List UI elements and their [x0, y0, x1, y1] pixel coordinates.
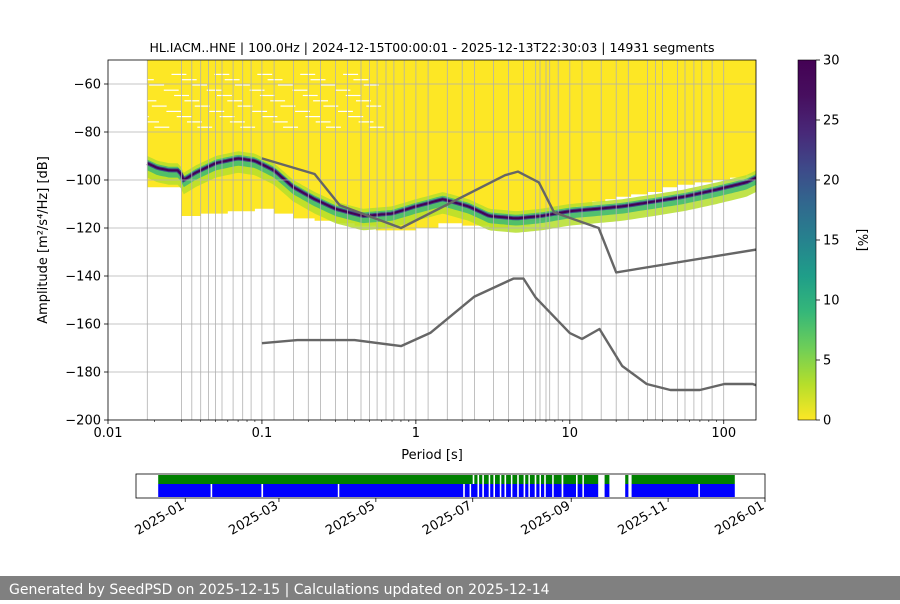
colorbar-label: [%] — [854, 229, 869, 252]
timeline-processed-span — [563, 484, 576, 497]
grid — [108, 60, 756, 420]
colorbar-tick-label: 5 — [823, 354, 831, 369]
timeline-available-span — [563, 475, 576, 484]
timeline-processed-span — [483, 484, 489, 497]
timeline-tick-label: 2025-01 — [133, 498, 188, 538]
timeline-processed-span — [495, 484, 500, 497]
curves — [261, 157, 756, 392]
colorbar-ticks: 0 5 10 15 20 25 30 — [816, 54, 840, 429]
y-tick-label: −60 — [74, 78, 101, 93]
y-ticks: −60 −80 −100 −120 −140 −160 −180 −200 — [65, 78, 108, 429]
timeline-available-span — [490, 475, 494, 484]
y-tick-label: −80 — [74, 126, 101, 141]
y-tick-label: −100 — [65, 174, 101, 189]
timeline-processed-span — [158, 484, 211, 497]
x-axis-label: Period [s] — [401, 448, 463, 463]
timeline-processed-span — [501, 484, 505, 497]
timeline-available-span — [577, 475, 583, 484]
timeline-processed-span — [541, 484, 545, 497]
timeline-tick-label: 2025-07 — [420, 498, 475, 538]
timeline-available-span — [529, 475, 535, 484]
timeline-available-span — [506, 475, 511, 484]
timeline-available-span — [483, 475, 489, 484]
timeline-processed-span — [525, 484, 529, 497]
timeline-processed-span — [625, 484, 629, 497]
y-tick-label: −120 — [65, 222, 101, 237]
x-tick-label: 10 — [562, 426, 579, 441]
timeline-available-span — [583, 475, 599, 484]
colorbar — [797, 59, 817, 421]
timeline-available-span — [553, 475, 562, 484]
timeline-processed-span — [553, 484, 562, 497]
timeline-tick-label: 2026-01 — [712, 498, 767, 538]
x-tick-label: 0.1 — [252, 426, 273, 441]
x-ticks: 0.01 0.1 1 10 100 — [94, 420, 736, 441]
colorbar-tick-label: 30 — [823, 54, 840, 69]
timeline-available-span — [545, 475, 553, 484]
colorbar-tick-label: 0 — [823, 414, 831, 429]
timeline-processed-span — [577, 484, 583, 497]
low-noise-model-line — [261, 277, 756, 392]
y-tick-label: −180 — [65, 366, 101, 381]
y-axis-label: Amplitude [m²/s⁴/Hz] [dB] — [36, 156, 51, 324]
x-tick-label: 0.01 — [94, 426, 123, 441]
timeline-tick-label: 2025-03 — [226, 498, 281, 538]
timeline-processed-span — [518, 484, 524, 497]
timeline-available-span — [512, 475, 518, 484]
timeline-processed-span — [506, 484, 511, 497]
timeline-available-span — [474, 475, 478, 484]
timeline-available-span — [158, 475, 473, 484]
x-tick-label: 1 — [412, 426, 420, 441]
timeline-available-span — [631, 475, 735, 484]
timeline-processed-span — [471, 484, 478, 497]
colorbar-tick-label: 15 — [823, 234, 840, 249]
colorbar-tick-label: 25 — [823, 114, 840, 129]
timeline-available-span — [541, 475, 545, 484]
timeline-tick-label: 2025-09 — [519, 498, 574, 538]
timeline-processed-span — [529, 484, 535, 497]
timeline-processed-span — [490, 484, 494, 497]
colorbar-tick-label: 10 — [823, 294, 840, 309]
timeline-available-span — [525, 475, 529, 484]
timeline-available-span — [501, 475, 505, 484]
chart-title: HL.IACM..HNE | 100.0Hz | 2024-12-15T00:0… — [149, 40, 714, 55]
y-tick-label: −160 — [65, 318, 101, 333]
psd-heatmap — [120, 60, 756, 233]
timeline-processed-span — [339, 484, 464, 497]
timeline-processed-span — [479, 484, 483, 497]
timeline-available-span — [479, 475, 483, 484]
timeline-tick-label: 2025-05 — [323, 498, 378, 538]
timeline-available-span — [518, 475, 524, 484]
timeline-processed-span — [699, 484, 735, 497]
timeline-available-span — [495, 475, 500, 484]
timeline-processed-span — [464, 484, 470, 497]
timeline-processed-span — [536, 484, 540, 497]
timeline-available-span — [625, 475, 629, 484]
timeline-tick-label: 2025-11 — [616, 498, 671, 538]
timeline-processed-span — [212, 484, 262, 497]
high-noise-model-line — [261, 157, 756, 274]
timeline-available-span — [536, 475, 540, 484]
y-tick-label: −140 — [65, 270, 101, 285]
colorbar-tick-label: 20 — [823, 174, 840, 189]
timeline-ticks: 2025-01 2025-03 2025-05 2025-07 2025-09 2025-… — [133, 498, 767, 539]
timeline-processed-span — [545, 484, 553, 497]
footer: Generated by SeedPSD on 2025-12-15 | Cal… — [0, 576, 900, 600]
timeline — [158, 475, 735, 497]
timeline-processed-span — [604, 484, 610, 497]
timeline-processed-span — [263, 484, 338, 497]
timeline-processed-span — [583, 484, 599, 497]
timeline-processed-span — [631, 484, 699, 497]
plot-frame — [107, 59, 757, 421]
x-tick-label: 100 — [711, 426, 736, 441]
timeline-available-span — [604, 475, 610, 484]
timeline-processed-span — [512, 484, 518, 497]
y-tick-label: −200 — [65, 414, 101, 429]
